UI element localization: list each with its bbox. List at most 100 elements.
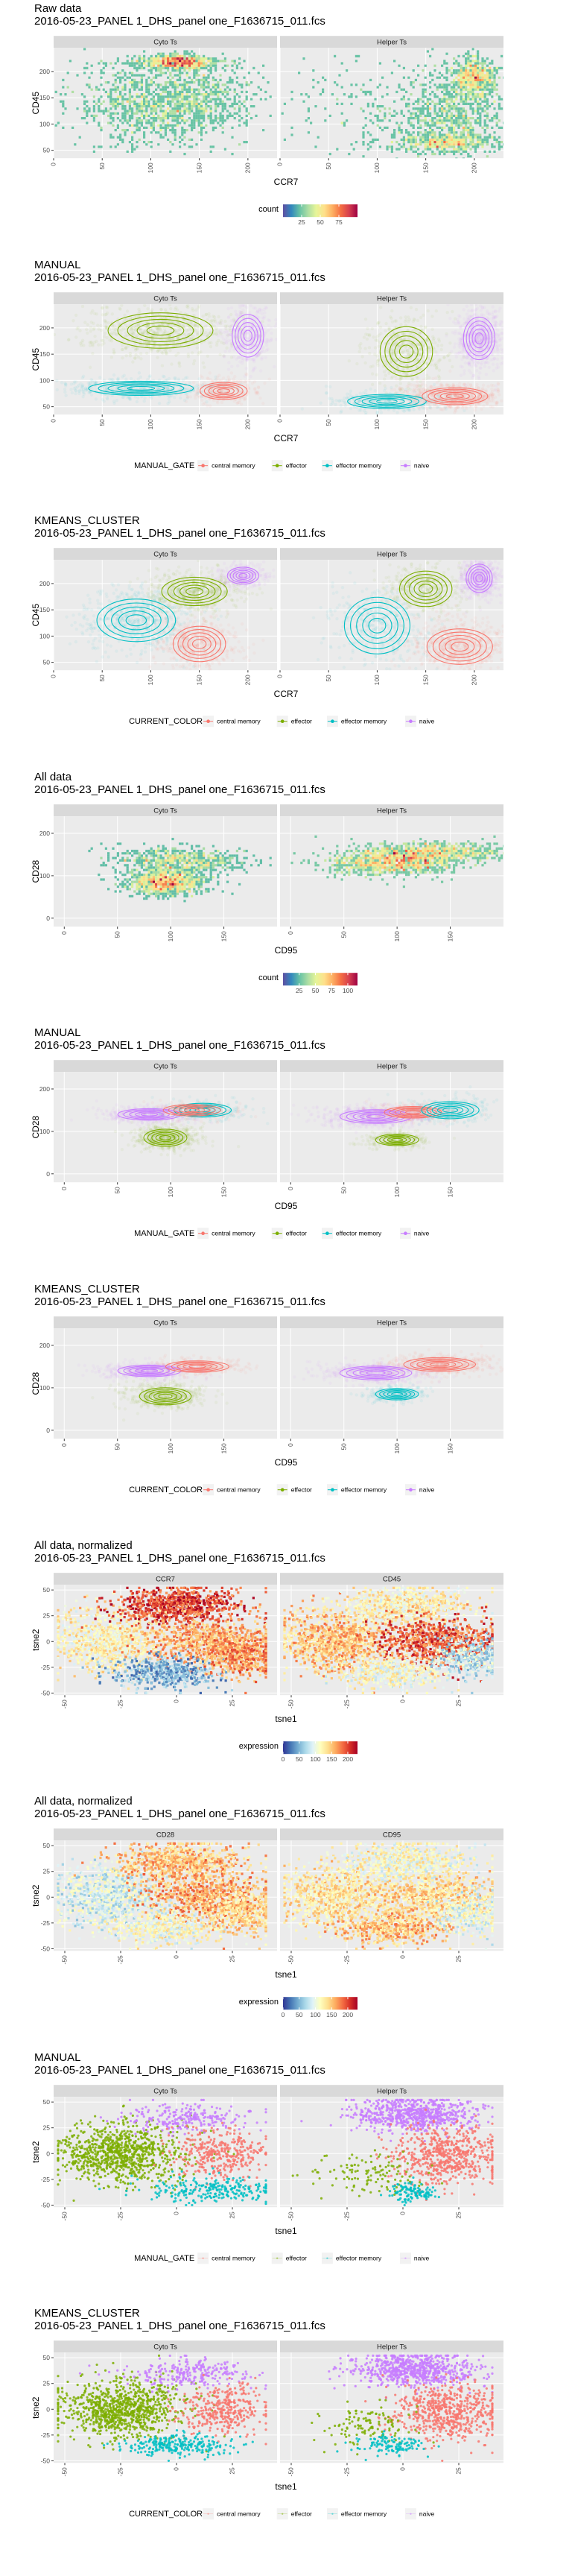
density-bin xyxy=(441,112,444,115)
data-point xyxy=(130,327,133,331)
density-bin xyxy=(443,93,446,96)
density-bin xyxy=(157,83,160,86)
data-point xyxy=(206,334,210,338)
data-point xyxy=(225,335,229,338)
density-bin xyxy=(324,119,327,122)
density-bin xyxy=(179,66,182,69)
density-bin xyxy=(438,150,441,153)
density-bin xyxy=(131,83,134,86)
data-point xyxy=(136,355,141,359)
data-point xyxy=(131,331,136,335)
data-point xyxy=(214,326,218,330)
density-bin xyxy=(195,66,198,69)
density-bin xyxy=(212,93,214,96)
density-bin xyxy=(493,81,496,84)
density-bin xyxy=(433,124,436,127)
density-bin xyxy=(474,121,477,124)
data-point xyxy=(170,323,174,328)
density-bin xyxy=(410,133,413,136)
data-point xyxy=(222,330,226,334)
density-bin xyxy=(167,95,170,98)
density-bin xyxy=(369,90,372,93)
density-bin xyxy=(200,83,203,86)
density-bin xyxy=(465,86,468,89)
data-point xyxy=(196,386,200,391)
density-bin xyxy=(479,78,482,81)
density-bin xyxy=(481,62,484,65)
density-bin xyxy=(498,95,500,98)
density-bin xyxy=(243,121,246,124)
density-bin xyxy=(62,86,65,89)
density-bin xyxy=(152,76,155,79)
density-bin xyxy=(233,95,236,98)
data-point xyxy=(159,307,163,312)
data-point xyxy=(219,332,223,335)
data-point xyxy=(227,315,231,318)
density-bin xyxy=(448,69,451,72)
density-bin xyxy=(124,114,127,117)
density-bin xyxy=(422,100,425,103)
density-bin xyxy=(471,117,474,120)
density-bin xyxy=(469,74,472,77)
density-bin xyxy=(491,72,494,75)
data-point xyxy=(238,355,242,359)
data-point xyxy=(188,394,192,399)
density-bin xyxy=(145,107,148,110)
density-bin xyxy=(136,141,139,144)
density-bin xyxy=(366,102,369,105)
density-bin xyxy=(390,72,393,75)
data-point xyxy=(124,353,128,357)
density-bin xyxy=(124,112,127,115)
density-bin xyxy=(433,117,436,120)
density-bin xyxy=(121,69,124,72)
density-bin xyxy=(181,88,184,91)
data-point xyxy=(398,377,402,382)
data-point xyxy=(501,361,503,364)
density-bin xyxy=(219,102,222,105)
density-bin xyxy=(195,110,198,113)
data-point xyxy=(416,376,420,380)
density-bin xyxy=(152,57,155,60)
density-bin xyxy=(140,110,143,113)
data-point xyxy=(112,386,117,390)
density-bin xyxy=(131,72,134,75)
density-bin xyxy=(438,138,441,141)
chart-subtitle: 2016-05-23_PANEL 1_DHS_panel one_F163671… xyxy=(34,271,325,284)
data-point xyxy=(236,356,240,359)
density-bin xyxy=(140,119,143,122)
density-bin xyxy=(140,124,143,127)
density-bin xyxy=(322,88,325,91)
data-point xyxy=(163,348,167,353)
density-bin xyxy=(174,64,177,67)
data-point xyxy=(422,313,425,317)
density-bin xyxy=(176,52,179,55)
density-bin xyxy=(414,114,417,117)
data-point xyxy=(214,378,217,382)
density-bin xyxy=(128,98,131,101)
density-bin xyxy=(312,86,315,89)
density-bin xyxy=(465,129,468,132)
density-bin xyxy=(426,145,429,148)
data-point xyxy=(377,333,381,337)
data-point xyxy=(231,318,235,322)
data-point xyxy=(395,358,400,362)
density-bin xyxy=(498,143,500,146)
density-bin xyxy=(486,155,489,158)
density-bin xyxy=(419,124,422,127)
density-bin xyxy=(155,88,158,91)
density-bin xyxy=(388,107,391,110)
data-point xyxy=(407,341,410,346)
density-bin xyxy=(369,112,372,115)
data-point xyxy=(360,354,364,359)
density-bin xyxy=(104,90,107,93)
data-point xyxy=(79,382,83,385)
data-point xyxy=(232,317,236,321)
density-bin xyxy=(340,62,343,65)
density-bin xyxy=(136,145,139,148)
density-bin xyxy=(436,138,439,141)
density-bin xyxy=(229,105,232,108)
density-bin xyxy=(145,98,148,101)
data-point xyxy=(483,361,487,364)
density-bin xyxy=(457,150,460,153)
density-bin xyxy=(465,121,468,124)
